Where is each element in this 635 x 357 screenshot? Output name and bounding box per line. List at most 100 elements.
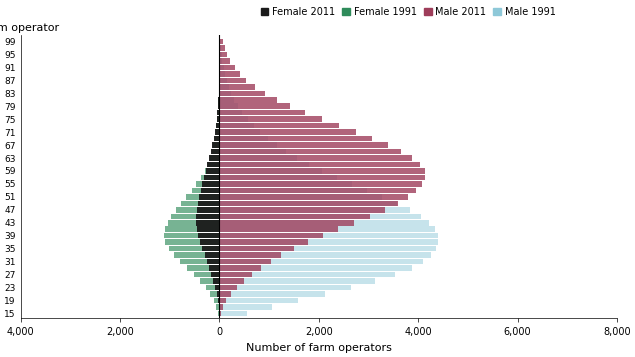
Bar bbox=[219, 155, 412, 161]
Bar bbox=[219, 285, 351, 290]
Bar bbox=[219, 39, 223, 44]
Bar bbox=[219, 278, 244, 284]
Bar bbox=[219, 213, 370, 219]
Bar bbox=[203, 246, 219, 251]
Bar bbox=[219, 252, 281, 258]
Bar bbox=[218, 104, 219, 109]
Bar bbox=[219, 65, 224, 70]
Bar bbox=[219, 240, 438, 245]
Bar bbox=[219, 77, 227, 83]
Bar bbox=[219, 123, 339, 129]
Bar bbox=[219, 259, 271, 265]
Bar bbox=[213, 278, 219, 284]
Bar bbox=[219, 265, 411, 271]
Bar bbox=[218, 104, 219, 109]
Bar bbox=[186, 194, 219, 200]
Bar bbox=[219, 142, 388, 148]
Bar bbox=[206, 168, 219, 174]
Bar bbox=[215, 285, 219, 290]
Bar bbox=[219, 240, 308, 245]
Bar bbox=[219, 265, 260, 271]
Bar bbox=[219, 129, 356, 135]
Bar bbox=[219, 136, 373, 141]
Bar bbox=[219, 58, 231, 64]
Bar bbox=[197, 207, 219, 212]
Bar bbox=[219, 162, 420, 167]
Bar bbox=[214, 298, 219, 303]
Bar bbox=[219, 136, 268, 141]
Bar bbox=[197, 226, 219, 232]
Bar bbox=[219, 97, 276, 102]
Bar bbox=[217, 304, 219, 310]
Bar bbox=[180, 201, 219, 206]
Bar bbox=[219, 285, 237, 290]
Bar bbox=[219, 52, 222, 57]
Bar bbox=[219, 311, 247, 316]
Bar bbox=[171, 213, 219, 219]
Bar bbox=[219, 246, 294, 251]
Bar bbox=[217, 116, 219, 122]
Bar bbox=[218, 97, 219, 102]
Text: age of farm operator: age of farm operator bbox=[0, 23, 59, 33]
Bar bbox=[219, 233, 438, 238]
Bar bbox=[219, 71, 225, 77]
Bar bbox=[219, 149, 286, 154]
Bar bbox=[208, 162, 219, 167]
Bar bbox=[196, 181, 219, 187]
Bar bbox=[212, 149, 219, 154]
Bar bbox=[219, 175, 337, 180]
Bar bbox=[176, 207, 219, 212]
Bar bbox=[201, 175, 219, 180]
Bar bbox=[219, 84, 255, 90]
Bar bbox=[218, 110, 219, 115]
Bar bbox=[219, 233, 323, 238]
Bar bbox=[219, 220, 429, 226]
Bar bbox=[219, 45, 225, 51]
Bar bbox=[211, 272, 219, 277]
Bar bbox=[219, 52, 227, 57]
Bar bbox=[219, 181, 422, 187]
Bar bbox=[219, 123, 253, 129]
Legend: Female 2011, Female 1991, Male 2011, Male 1991: Female 2011, Female 1991, Male 2011, Mal… bbox=[257, 3, 559, 21]
Bar bbox=[219, 116, 248, 122]
Bar bbox=[219, 207, 410, 212]
Bar bbox=[219, 149, 401, 154]
Bar bbox=[168, 220, 219, 226]
Bar bbox=[219, 58, 222, 64]
Bar bbox=[219, 298, 298, 303]
Bar bbox=[210, 291, 219, 297]
Bar bbox=[219, 110, 305, 115]
Bar bbox=[219, 162, 309, 167]
Bar bbox=[219, 291, 325, 297]
Bar bbox=[219, 298, 226, 303]
Bar bbox=[169, 246, 219, 251]
Bar bbox=[219, 304, 223, 310]
Bar bbox=[187, 265, 219, 271]
Bar bbox=[219, 201, 398, 206]
Bar bbox=[219, 97, 234, 102]
Bar bbox=[201, 278, 219, 284]
Bar bbox=[180, 259, 219, 265]
Bar bbox=[219, 39, 220, 44]
Bar bbox=[209, 155, 219, 161]
Bar bbox=[218, 91, 219, 96]
Bar bbox=[196, 213, 219, 219]
Bar bbox=[201, 188, 219, 193]
Bar bbox=[219, 129, 260, 135]
Bar bbox=[212, 142, 219, 148]
Bar bbox=[219, 272, 396, 277]
Bar bbox=[204, 252, 219, 258]
Bar bbox=[219, 110, 243, 115]
Bar bbox=[202, 181, 219, 187]
Bar bbox=[219, 91, 265, 96]
Bar bbox=[213, 142, 219, 148]
Bar bbox=[219, 168, 425, 174]
Bar bbox=[208, 162, 219, 167]
Bar bbox=[217, 110, 219, 115]
Bar bbox=[219, 278, 375, 284]
Bar bbox=[213, 136, 219, 141]
Bar bbox=[219, 207, 385, 212]
Bar bbox=[216, 123, 219, 129]
Bar bbox=[192, 188, 219, 193]
Bar bbox=[219, 304, 272, 310]
